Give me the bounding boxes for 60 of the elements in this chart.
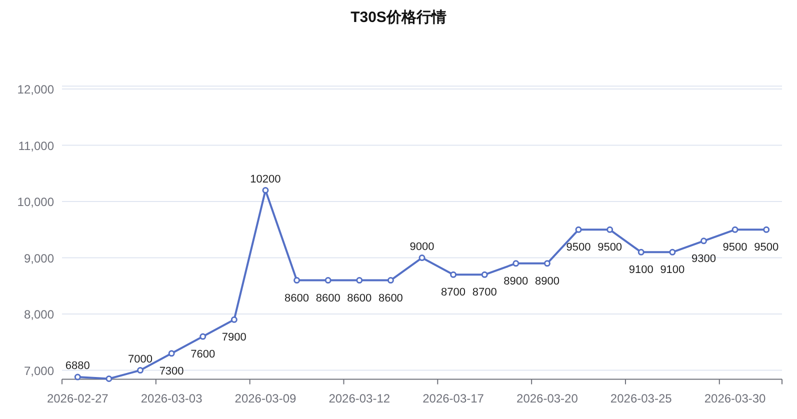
point xyxy=(544,260,550,267)
data-label: 9500 xyxy=(598,242,622,254)
point xyxy=(324,277,332,284)
data-label: 9100 xyxy=(660,264,685,276)
point xyxy=(732,226,738,233)
point xyxy=(262,187,269,194)
data-label: 8600 xyxy=(347,292,372,304)
data-label: 8600 xyxy=(378,292,403,304)
x-tick-label: 2026-03-25 xyxy=(610,391,672,406)
data-label: 9100 xyxy=(628,264,654,276)
data-label: 8700 xyxy=(472,286,497,299)
data-label: 8900 xyxy=(504,275,528,288)
point xyxy=(763,226,770,233)
data-label: 7300 xyxy=(159,365,184,378)
point xyxy=(481,271,488,278)
point xyxy=(638,248,644,256)
data-label: 7000 xyxy=(128,353,153,366)
point xyxy=(512,260,520,267)
x-tick-label: 2026-03-03 xyxy=(140,391,203,406)
y-tick-label: 7,000 xyxy=(24,364,54,378)
point xyxy=(700,238,707,244)
data-label: 9500 xyxy=(754,242,779,254)
x-tick-label: 2026-03-09 xyxy=(234,391,296,406)
point xyxy=(418,254,426,262)
y-tick-label: 9,000 xyxy=(24,251,54,266)
x-tick-label: 2026-03-30 xyxy=(704,391,766,406)
data-label: 9000 xyxy=(410,240,434,253)
x-tick-label: 2026-03-20 xyxy=(516,391,578,406)
y-tick-label: 12,000 xyxy=(17,82,54,96)
point xyxy=(669,248,676,256)
data-label: 8900 xyxy=(534,275,560,288)
point xyxy=(575,226,582,233)
y-tick-label: 8,000 xyxy=(24,308,54,322)
x-tick-label: 2026-03-12 xyxy=(328,391,390,406)
data-label: 9300 xyxy=(691,252,716,265)
point xyxy=(168,350,175,357)
point xyxy=(294,277,300,284)
chart-title: T30S价格行情 xyxy=(350,9,446,26)
x-tick-label: 2026-03-17 xyxy=(422,391,484,406)
point xyxy=(106,375,112,382)
point xyxy=(606,226,614,233)
y-tick-label: 11,000 xyxy=(18,138,54,153)
y-tick-label: 10,000 xyxy=(17,195,54,210)
data-label: 8600 xyxy=(316,292,340,304)
data-label: 7900 xyxy=(222,332,246,344)
point xyxy=(356,277,363,284)
x-tick-label: 2026-02-27 xyxy=(46,391,109,406)
point xyxy=(200,333,206,340)
point xyxy=(74,374,81,380)
point xyxy=(230,316,238,323)
point xyxy=(387,277,394,284)
data-label: 6880 xyxy=(65,360,90,372)
data-label: 8600 xyxy=(284,292,310,304)
data-label: 9500 xyxy=(722,242,748,254)
data-label: 10200 xyxy=(250,173,281,186)
data-label: 7600 xyxy=(190,348,216,361)
data-label: 9500 xyxy=(566,242,591,254)
data-label: 8700 xyxy=(441,286,466,299)
point xyxy=(450,271,457,278)
point xyxy=(137,367,144,374)
